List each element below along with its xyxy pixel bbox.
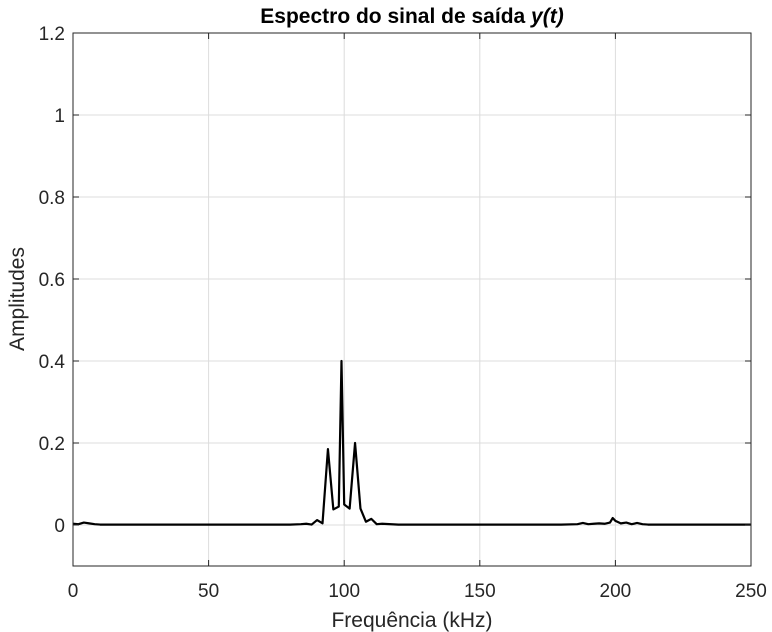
chart-title-text: Espectro do sinal de saída	[260, 5, 531, 28]
y-tick-label: 0.2	[39, 434, 65, 455]
series-layer	[72, 359, 751, 526]
y-tick-label: 0.8	[39, 188, 65, 209]
y-tick-label: 0	[54, 516, 65, 537]
y-tick-label: 0.4	[39, 352, 66, 373]
x-tick-label: 200	[600, 581, 632, 602]
y-tick-label: 0.6	[39, 270, 65, 291]
axes-box	[72, 32, 752, 567]
plot-area	[73, 33, 751, 566]
x-tick-label: 250	[735, 581, 767, 602]
x-tick-label: 50	[198, 581, 219, 602]
spectrum-line	[72, 359, 751, 526]
chart-title-variable: y(t)	[530, 5, 564, 28]
y-axis-label: Amplitudes	[6, 247, 29, 351]
x-axis-label: Frequência (kHz)	[331, 609, 492, 632]
x-tick-label: 150	[464, 581, 496, 602]
chart-title: Espectro do sinal de saída y(t)	[260, 5, 563, 28]
axis-ticks: 0 50 100 150 200 250 0 0.2 0.4 0.6 0.8 1 1.2	[39, 24, 767, 602]
x-tick-label: 100	[328, 581, 360, 602]
y-tick-label: 1	[54, 106, 65, 127]
x-tick-label: 0	[68, 581, 79, 602]
y-tick-label: 1.2	[39, 24, 65, 45]
